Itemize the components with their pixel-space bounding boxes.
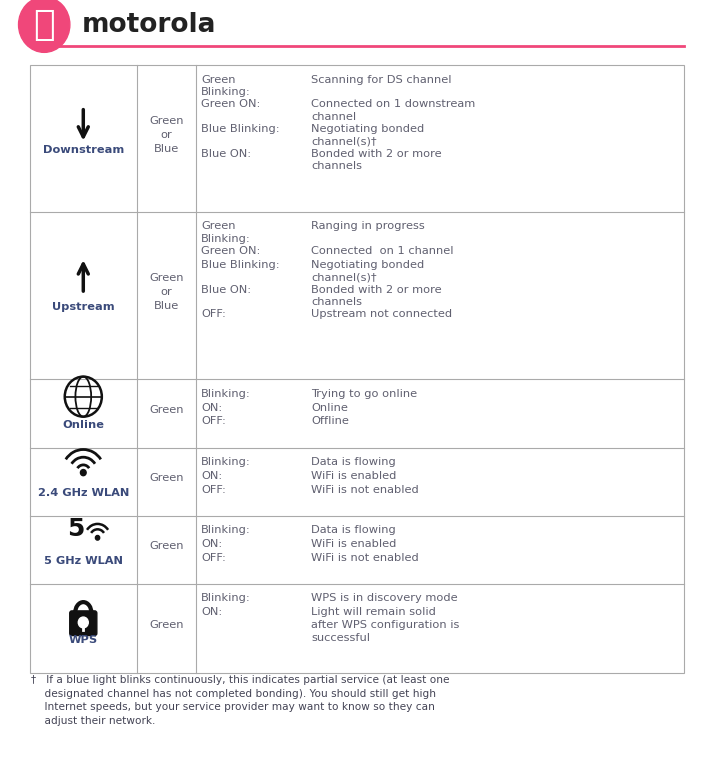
Text: Green
Blinking:: Green Blinking: <box>201 75 251 98</box>
Text: Green
Blinking:: Green Blinking: <box>201 222 251 244</box>
Text: Blue ON:: Blue ON: <box>201 285 251 295</box>
Circle shape <box>81 470 86 476</box>
Text: Green ON:: Green ON: <box>201 246 260 256</box>
Text: Negotiating bonded
channel(s)†: Negotiating bonded channel(s)† <box>311 260 424 283</box>
Text: 5 GHz WLAN: 5 GHz WLAN <box>43 556 123 566</box>
Text: Bonded with 2 or more
channels: Bonded with 2 or more channels <box>311 285 442 307</box>
Text: OFF:: OFF: <box>201 484 226 494</box>
Text: Online: Online <box>311 403 348 413</box>
Text: Upstream not connected: Upstream not connected <box>311 310 452 320</box>
Text: motorola: motorola <box>81 12 216 38</box>
Text: Green: Green <box>149 473 184 483</box>
Text: Bonded with 2 or more
channels: Bonded with 2 or more channels <box>311 149 442 172</box>
Text: OFF:: OFF: <box>201 310 226 320</box>
Text: Blue ON:: Blue ON: <box>201 149 251 159</box>
Text: Trying to go online: Trying to go online <box>311 389 417 399</box>
Text: WiFi is enabled: WiFi is enabled <box>311 470 396 480</box>
Text: Connected  on 1 channel: Connected on 1 channel <box>311 246 453 256</box>
Text: WiFi is enabled: WiFi is enabled <box>311 539 396 549</box>
Text: Blue Blinking:: Blue Blinking: <box>201 124 279 134</box>
Bar <box>30 65 684 673</box>
Circle shape <box>19 0 70 52</box>
Text: OFF:: OFF: <box>201 553 226 563</box>
Text: ON:: ON: <box>201 608 222 618</box>
Text: ON:: ON: <box>201 403 222 413</box>
Text: Green: Green <box>149 620 184 630</box>
Text: Online: Online <box>62 420 104 430</box>
Text: Data is flowing: Data is flowing <box>311 457 396 467</box>
Text: Ranging in progress: Ranging in progress <box>311 222 425 232</box>
Text: WPS: WPS <box>68 634 98 644</box>
Text: Blinking:: Blinking: <box>201 525 251 535</box>
Text: Blue Blinking:: Blue Blinking: <box>201 260 279 270</box>
Text: Green
or
Blue: Green or Blue <box>149 116 184 154</box>
Text: Blinking:: Blinking: <box>201 594 251 604</box>
Text: Green: Green <box>149 405 184 415</box>
Text: Upstream: Upstream <box>52 302 115 312</box>
Text: 5: 5 <box>68 517 85 541</box>
Text: Light will remain solid
after WPS configuration is
successful: Light will remain solid after WPS config… <box>311 608 459 643</box>
Text: Green ON:: Green ON: <box>201 99 260 109</box>
Text: ON:: ON: <box>201 539 222 549</box>
Text: Blinking:: Blinking: <box>201 457 251 467</box>
Text: †   If a blue light blinks continuously, this indicates partial service (at leas: † If a blue light blinks continuously, t… <box>31 675 450 726</box>
FancyBboxPatch shape <box>70 611 97 635</box>
Text: Downstream: Downstream <box>43 145 124 155</box>
Text: Green: Green <box>149 541 184 551</box>
Text: WiFi is not enabled: WiFi is not enabled <box>311 553 419 563</box>
Text: WPS is in discovery mode: WPS is in discovery mode <box>311 594 458 604</box>
Circle shape <box>96 535 100 540</box>
Text: Data is flowing: Data is flowing <box>311 525 396 535</box>
Text: 2.4 GHz WLAN: 2.4 GHz WLAN <box>38 488 129 498</box>
Text: Green
or
Blue: Green or Blue <box>149 273 184 311</box>
Text: Negotiating bonded
channel(s)†: Negotiating bonded channel(s)† <box>311 124 424 147</box>
Text: Connected on 1 downstream
channel: Connected on 1 downstream channel <box>311 99 476 122</box>
Text: Blinking:: Blinking: <box>201 389 251 399</box>
Circle shape <box>78 617 88 628</box>
Text: OFF:: OFF: <box>201 417 226 427</box>
Text: Scanning for DS channel: Scanning for DS channel <box>311 75 451 85</box>
Text: WiFi is not enabled: WiFi is not enabled <box>311 484 419 494</box>
Text: ON:: ON: <box>201 470 222 480</box>
Text: Ⓜ: Ⓜ <box>34 8 55 42</box>
Text: Offline: Offline <box>311 417 349 427</box>
